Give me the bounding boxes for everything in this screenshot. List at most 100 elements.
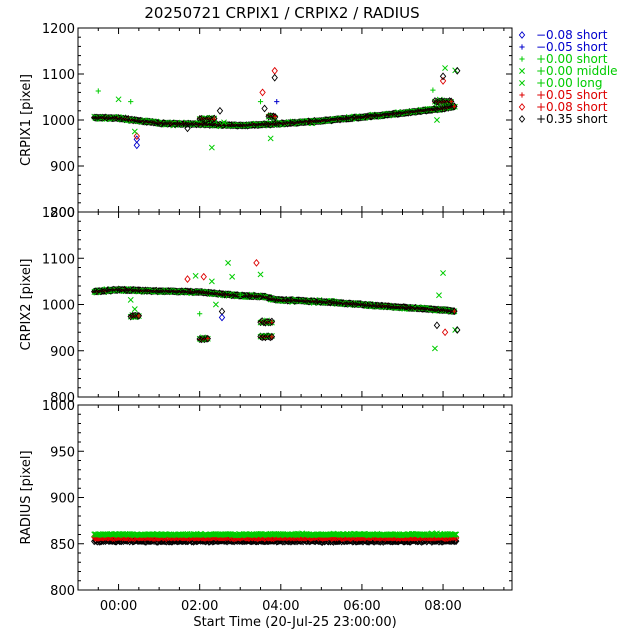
data-point [221, 119, 227, 126]
data-point [211, 114, 218, 123]
legend-label: −0.05 short [536, 40, 608, 54]
data-point [323, 298, 330, 306]
data-point [451, 103, 458, 110]
y-axis-label: RADIUS [pixel] [19, 450, 34, 544]
data-point [197, 311, 203, 317]
x-tick-label: 00:00 [100, 599, 137, 614]
legend-marker [519, 92, 525, 98]
data-point [133, 141, 140, 150]
data-point [271, 73, 278, 82]
data-point [229, 273, 236, 280]
y-tick-label: 1000 [42, 399, 75, 414]
data-point [431, 345, 438, 352]
y-tick-label: 850 [50, 538, 75, 553]
data-point [442, 65, 449, 71]
y-tick-label: 1200 [42, 22, 75, 37]
data-point [439, 76, 447, 85]
data-point [253, 258, 260, 267]
chart-title: 20250721 CRPIX1 / CRPIX2 / RADIUS [144, 4, 419, 22]
data-point [441, 328, 449, 337]
data-point [271, 66, 278, 75]
data-point [452, 531, 459, 538]
panel-3: 800 850 900 950 1000 RADIUS [pixel] [19, 399, 513, 599]
y-tick-label: 1100 [42, 68, 75, 83]
y-tick-label: 1200 [42, 206, 75, 221]
data-point [257, 99, 264, 105]
data-point [257, 271, 264, 278]
legend-marker [519, 56, 525, 62]
legend: −0.08 short−0.05 short+0.00 short+0.00 m… [518, 28, 618, 126]
y-tick-label: 1000 [42, 299, 75, 314]
data-point [430, 87, 436, 93]
legend-marker [518, 115, 526, 123]
legend-label: +0.05 short [536, 88, 608, 102]
data-point [274, 99, 280, 105]
data-point [208, 144, 215, 151]
legend-label: −0.08 short [536, 28, 608, 42]
data-point [135, 311, 143, 320]
data-point [259, 88, 266, 97]
data-point [268, 317, 276, 326]
data-point [136, 313, 142, 319]
x-tick-label: 04:00 [262, 599, 299, 614]
y-tick-label: 950 [50, 445, 75, 460]
data-point [454, 66, 461, 75]
y-tick-label: 800 [50, 584, 75, 599]
data-point [225, 259, 232, 266]
data-point [451, 102, 458, 111]
data-point [127, 296, 134, 303]
x-tick-label: 02:00 [181, 599, 218, 614]
data-point [271, 113, 279, 121]
y-tick-label: 800 [50, 391, 75, 406]
panel-frame [77, 404, 513, 591]
data-point [216, 106, 224, 115]
data-point [267, 135, 274, 142]
data-points [91, 65, 461, 151]
data-point [451, 307, 458, 316]
data-point [200, 272, 207, 281]
data-point [268, 332, 276, 341]
data-point [184, 275, 191, 283]
data-point [128, 99, 134, 105]
data-point [204, 334, 211, 343]
data-point [184, 124, 191, 133]
legend-marker [519, 44, 525, 50]
data-point [205, 335, 211, 341]
y-tick-label: 800 [50, 206, 75, 221]
data-point [218, 313, 226, 322]
data-points [91, 530, 460, 546]
y-tick-label: 900 [50, 492, 75, 507]
legend-marker [518, 103, 526, 111]
data-point [212, 301, 219, 308]
data-point [261, 104, 268, 113]
legend-label: +0.08 short [536, 100, 608, 114]
data-point [434, 117, 440, 123]
data-point [450, 102, 457, 111]
data-point [440, 270, 447, 277]
data-point [439, 72, 447, 81]
y-tick-label: 1000 [42, 114, 75, 129]
y-axis-label: CRPIX2 [pixel] [19, 258, 34, 350]
y-tick-label: 900 [50, 345, 75, 360]
data-point [208, 278, 215, 285]
data-point [451, 308, 458, 314]
panel-2: 800 900 1000 1100 1200 CRPIX2 [pixel] [19, 206, 513, 406]
panel-1: 800 900 1000 1100 1200 CRPIX1 [pixel] [19, 22, 513, 221]
x-axis-label: Start Time (20-Jul-25 23:00:00) [193, 615, 396, 630]
legend-label: +0.35 short [536, 112, 608, 126]
data-point [131, 128, 138, 135]
legend-marker [519, 68, 525, 74]
y-tick-label: 900 [50, 160, 75, 175]
data-point [237, 292, 243, 298]
data-point [433, 321, 441, 330]
x-tick-label: 06:00 [343, 599, 380, 614]
data-point [133, 132, 140, 141]
y-tick-label: 1100 [42, 252, 75, 267]
legend-label: +0.00 middle [536, 64, 618, 78]
data-point [447, 97, 455, 106]
data-point [454, 326, 461, 334]
data-point [436, 292, 442, 299]
data-point [453, 531, 460, 538]
data-point [131, 306, 138, 313]
